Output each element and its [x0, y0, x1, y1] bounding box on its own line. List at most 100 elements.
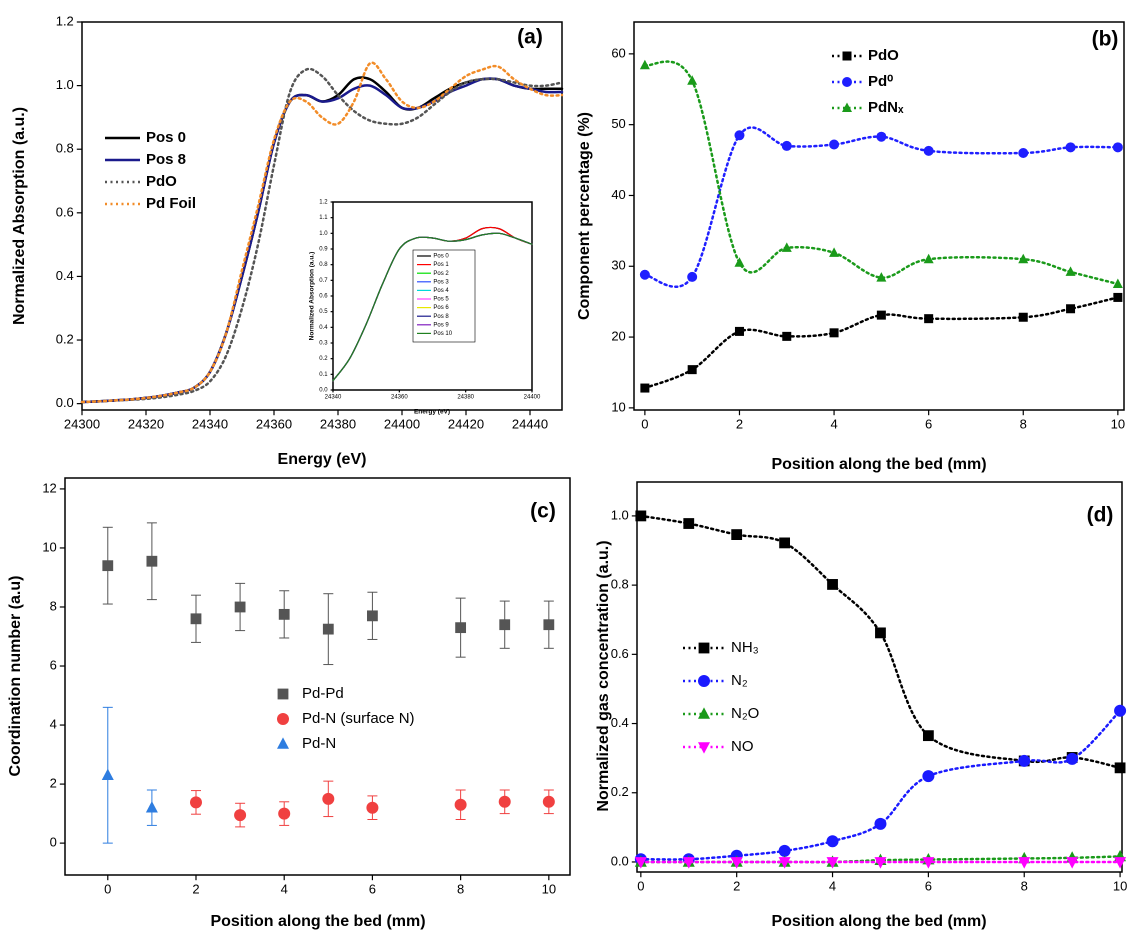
y-tick-label: 60: [611, 45, 625, 60]
panel: 24340 24360 24380 24400 0.0 0.1 0.2 0.3 0.4 0.5 0.…: [309, 200, 541, 416]
marker: [683, 518, 695, 529]
x-tick-label: 2: [733, 878, 740, 893]
legend-label: Pos 8: [146, 151, 186, 168]
panel: 0 2 4 6 8 10 0.0 0.2 0.4 0.6 0.8 1.0 Position along …: [595, 481, 1127, 930]
legend-label: Pos 6: [433, 305, 449, 311]
y-axis-title: Normalized Absorption (a.u.): [309, 252, 316, 341]
panel-label: (c): [530, 500, 556, 523]
series-line: [80, 61, 564, 404]
marker: [1112, 278, 1123, 288]
y-tick-label: 0.3: [319, 341, 328, 347]
x-tick-label: 24340: [192, 416, 228, 431]
marker: [499, 619, 511, 631]
marker: [842, 102, 852, 112]
x-tick-label: 8: [1021, 878, 1028, 893]
y-tick-label: 50: [611, 116, 625, 131]
marker: [778, 844, 791, 857]
marker: [876, 131, 887, 142]
y-tick-label: 40: [611, 187, 625, 202]
marker: [687, 271, 698, 282]
marker: [1018, 312, 1028, 322]
marker: [779, 537, 791, 549]
legend-label: Pos 4: [433, 288, 449, 294]
legend-label: Pos 2: [433, 271, 449, 277]
marker: [234, 601, 246, 613]
y-tick-label: 10: [42, 539, 56, 554]
x-axis-title: Position along the bed (mm): [771, 913, 986, 930]
y-tick-label: 0.6: [611, 646, 629, 661]
panel: 24300 24320 24340 24360 24380 24400 24420 24440…: [11, 13, 564, 468]
series-line: [643, 60, 1120, 286]
x-tick-label: 10: [542, 881, 556, 896]
marker: [322, 792, 335, 805]
marker: [1018, 857, 1031, 869]
legend-label: Pos 10: [433, 331, 452, 337]
marker: [639, 59, 650, 70]
marker: [922, 770, 935, 783]
y-tick-label: 0.7: [319, 278, 328, 284]
marker: [826, 835, 839, 848]
series-line: [643, 126, 1120, 288]
marker: [1114, 704, 1127, 717]
panel-label: (a): [517, 26, 543, 49]
marker: [367, 610, 378, 622]
marker: [842, 51, 852, 61]
y-tick-label: 1.2: [56, 13, 74, 28]
marker: [730, 857, 743, 869]
series-line: [332, 226, 533, 382]
marker: [874, 857, 887, 869]
y-tick-label: 0.4: [611, 715, 629, 730]
legend-label: NH₃: [731, 639, 759, 656]
plot-frame: [633, 21, 1125, 411]
y-tick-label: 1.0: [611, 507, 629, 522]
marker: [734, 326, 744, 336]
y-tick-label: 0.2: [319, 356, 328, 362]
marker: [1066, 857, 1079, 869]
series-line: [332, 226, 533, 382]
marker: [278, 608, 290, 620]
marker: [698, 675, 710, 687]
marker: [876, 272, 887, 282]
x-tick-label: 6: [369, 881, 376, 896]
marker: [1066, 304, 1076, 314]
marker: [102, 560, 114, 572]
x-tick-label: 24400: [524, 394, 541, 400]
marker: [277, 688, 289, 700]
marker: [454, 798, 467, 811]
y-tick-label: 0.2: [56, 331, 74, 346]
series-line: [80, 76, 564, 404]
y-tick-label: 0: [50, 835, 57, 850]
x-tick-label: 24300: [64, 416, 100, 431]
marker: [687, 75, 698, 85]
marker: [277, 713, 289, 725]
y-axis-title: Component percentage (%): [576, 112, 593, 320]
series-line: [643, 296, 1120, 390]
legend-label: Pos 0: [433, 254, 449, 260]
marker: [922, 857, 935, 869]
marker: [234, 809, 247, 822]
marker: [829, 328, 839, 338]
y-tick-label: 8: [50, 598, 57, 613]
y-tick-label: 0.0: [611, 853, 629, 868]
marker: [781, 242, 792, 252]
legend-label: Pos 9: [433, 322, 449, 328]
y-tick-label: 0.4: [56, 268, 74, 283]
legend-label: N₂: [731, 672, 748, 689]
series-line: [332, 232, 533, 382]
legend-label: Pos 3: [433, 279, 449, 285]
marker: [874, 817, 887, 830]
x-axis-title: Energy (eV): [278, 451, 367, 468]
series-line: [80, 67, 564, 404]
legend-label: NO: [731, 738, 754, 755]
legend-label: Pos 1: [433, 262, 449, 268]
panel-label: (d): [1087, 504, 1114, 527]
x-tick-label: 24320: [128, 416, 164, 431]
legend-box: [412, 249, 476, 343]
x-axis-title: Position along the bed (mm): [771, 456, 986, 473]
marker: [1018, 147, 1029, 158]
x-tick-label: 24400: [384, 416, 420, 431]
legend-label: Pd-N (surface N): [302, 710, 415, 727]
y-tick-label: 4: [50, 716, 57, 731]
x-tick-label: 24360: [391, 394, 408, 400]
marker: [542, 795, 555, 808]
